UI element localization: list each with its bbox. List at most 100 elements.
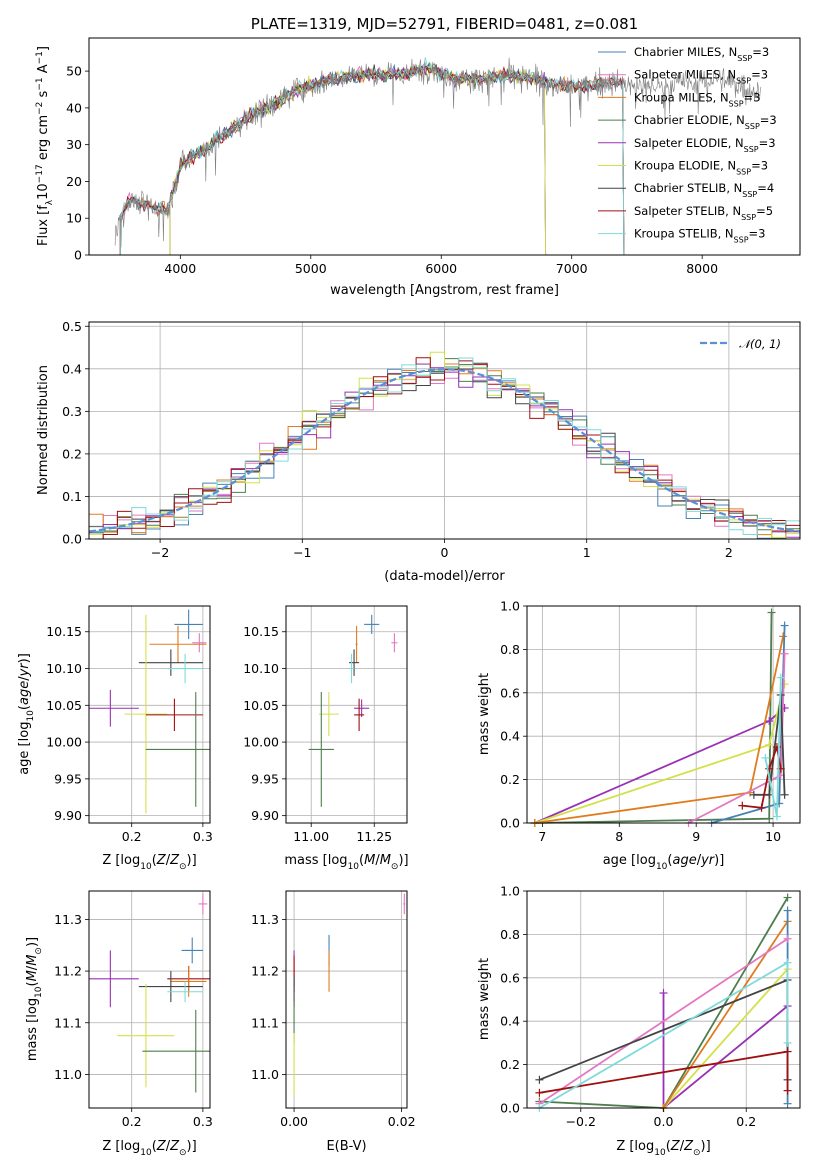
legend-label-salpeter_elodie: Salpeter ELODIE, NSSP=3 — [634, 136, 776, 154]
x-tick-label: 0.2 — [122, 829, 142, 844]
weight-age-frame — [526, 605, 801, 824]
y-tick-label: 0.4 — [62, 361, 82, 376]
errorbar-point-kroupa_miles — [149, 625, 207, 663]
x-tick-label: 0.2 — [122, 1114, 142, 1129]
weight-series-salpeter_miles — [535, 934, 792, 1108]
x-tick-label: 8 — [615, 829, 623, 844]
errorbar-point-chabrier_miles — [181, 937, 203, 964]
weight-z-xlabel: Z [log10(Z/Z⊙)] — [616, 1139, 710, 1158]
errorbar-point-chabrier_stelib — [349, 649, 360, 676]
errorbar-point-salpeter_miles — [198, 893, 208, 915]
spectrum-ylabel: Flux [fλ10−17 erg cm−2 s−1 A−1] — [35, 46, 55, 246]
weight-line — [534, 636, 784, 824]
y-tick-label: 0.3 — [62, 404, 82, 419]
age-z-panel: 0.2 0.3 9.90 9.95 10.00 10.05 10.10 10.15 Z [lo… — [17, 605, 213, 872]
y-tick-label: 9.90 — [251, 808, 279, 823]
y-tick-label: 0 — [74, 248, 82, 263]
y-tick-label: 10 — [66, 211, 82, 226]
weight-line — [534, 612, 773, 824]
x-tick-label: 4000 — [164, 261, 196, 276]
y-tick-label: 0.4 — [500, 1014, 520, 1029]
errorbar-point-chabrier_elodie — [145, 692, 210, 807]
y-tick-label: 10.05 — [243, 698, 279, 713]
y-tick-label: 10.00 — [46, 735, 82, 750]
legend-label-salpeter_miles: Salpeter MILES, NSSP=3 — [634, 68, 768, 86]
x-tick-label: 2 — [725, 545, 733, 560]
spectrum-panel: PLATE=1319, MJD=52791, FIBERID=0481, z=0… — [35, 15, 801, 298]
x-tick-label: 11.00 — [293, 829, 329, 844]
errorbar-point-kroupa_stelib — [167, 653, 203, 684]
errorbar-point-chabrier_stelib — [138, 971, 203, 1003]
x-tick-label: −2 — [151, 545, 169, 560]
y-tick-label: 11.3 — [251, 912, 279, 927]
legend-label-chabrier_miles: Chabrier MILES, NSSP=3 — [634, 45, 769, 63]
model-spectrum-salpeter_miles — [119, 63, 625, 256]
weight-line — [538, 937, 789, 1105]
x-tick-label: 7000 — [556, 261, 588, 276]
errorbar-point-chabrier_elodie — [308, 692, 334, 807]
residual-panel: −2 −1 0 1 2 0.0 0.1 0.2 0.3 0.4 0.5 (data-model)/e… — [36, 319, 801, 584]
y-tick-label: 0.8 — [500, 927, 520, 942]
errorbar-point-salpeter_elodie — [89, 950, 139, 1008]
y-tick-label: 0.6 — [500, 970, 520, 985]
errorbar-point-salpeter_stelib — [354, 698, 365, 732]
weight-age-panel: 7 8 9 10 0.0 0.2 0.4 0.6 0.8 1.0 age [log10(age/y… — [477, 599, 801, 872]
y-tick-label: 10.00 — [243, 735, 279, 750]
y-tick-label: 10.10 — [243, 661, 279, 676]
errorbar-point-kroupa_miles — [328, 950, 330, 992]
y-tick-label: 10.10 — [46, 661, 82, 676]
y-tick-label: 11.0 — [54, 1067, 82, 1082]
normal-curve — [88, 368, 801, 533]
legend-label-kroupa_elodie: Kroupa ELODIE, NSSP=3 — [634, 159, 768, 177]
age-mass-panel: 11.00 11.25 9.90 9.95 10.00 10.05 10.10 10.15 m… — [243, 605, 409, 872]
age-z-xlabel: Z [log10(Z/Z⊙)] — [102, 853, 196, 872]
y-tick-label: 11.1 — [251, 1015, 279, 1030]
x-tick-label: −0.2 — [566, 1114, 596, 1129]
mass-z-xlabel: Z [log10(Z/Z⊙)] — [102, 1139, 196, 1158]
x-tick-label: 0.2 — [736, 1114, 756, 1129]
y-tick-label: 0.2 — [500, 772, 520, 787]
weight-series-salpeter_stelib — [535, 1047, 792, 1097]
mass-z-panel: 0.2 0.3 11.0 11.1 11.2 11.3 Z [log10(Z/Z⊙)] m… — [25, 890, 213, 1158]
y-tick-label: 0.6 — [500, 685, 520, 700]
spectrum-xlabel: wavelength [Angstrom, rest frame] — [330, 283, 559, 298]
residual-ylabel: Normed distribution — [36, 365, 51, 495]
x-tick-label: 8000 — [686, 261, 718, 276]
residual-hist-salpeter_stelib — [89, 357, 800, 540]
model-spectrum-chabrier_miles — [119, 63, 625, 256]
legend-label-chabrier_stelib: Chabrier STELIB, NSSP=4 — [634, 181, 774, 199]
errorbar-point-chabrier_stelib — [138, 649, 203, 676]
weight-series-kroupa_miles — [659, 917, 792, 1112]
x-tick-label: 0.02 — [388, 1114, 416, 1129]
legend-label-chabrier_elodie: Chabrier ELODIE, NSSP=3 — [634, 113, 777, 131]
x-tick-label: 0.3 — [193, 829, 213, 844]
x-tick-label: 11.25 — [356, 829, 392, 844]
x-tick-label: 7 — [538, 829, 546, 844]
y-tick-label: 30 — [66, 137, 82, 152]
x-tick-label: 1 — [583, 545, 591, 560]
y-tick-label: 11.2 — [251, 964, 279, 979]
y-tick-label: 9.95 — [54, 771, 82, 786]
y-tick-label: 11.2 — [54, 964, 82, 979]
model-spectrum-chabrier_stelib — [119, 63, 625, 256]
weight-z-panel: −0.2 0.0 0.2 0.0 0.2 0.4 0.6 0.8 1.0 Z [log10(Z/… — [477, 884, 801, 1158]
x-tick-label: 9 — [692, 829, 700, 844]
x-tick-label: 5000 — [295, 261, 327, 276]
weight-series-salpeter_elodie — [530, 703, 789, 827]
errorbar-point-chabrier_miles — [174, 609, 203, 640]
y-tick-label: 50 — [66, 64, 82, 79]
weight-line — [662, 993, 789, 1110]
y-tick-label: 11.0 — [251, 1067, 279, 1082]
errorbar-point-salpeter_miles — [403, 893, 406, 915]
errorbar-point-kroupa_elodie — [124, 614, 168, 814]
x-tick-label: 10 — [765, 829, 781, 844]
legend-label-kroupa_stelib: Kroupa STELIB, NSSP=3 — [634, 227, 765, 245]
model-spectrum-kroupa_miles — [119, 64, 625, 256]
residual-xlabel: (data-model)/error — [384, 569, 505, 584]
x-tick-label: 6000 — [425, 261, 457, 276]
errorbar-point-chabrier_miles — [364, 614, 380, 634]
x-tick-label: 0.0 — [654, 1114, 674, 1129]
x-tick-label: −1 — [293, 545, 311, 560]
errorbar-point-salpeter_miles — [192, 633, 207, 653]
weight-series-salpeter_elodie — [659, 988, 792, 1112]
